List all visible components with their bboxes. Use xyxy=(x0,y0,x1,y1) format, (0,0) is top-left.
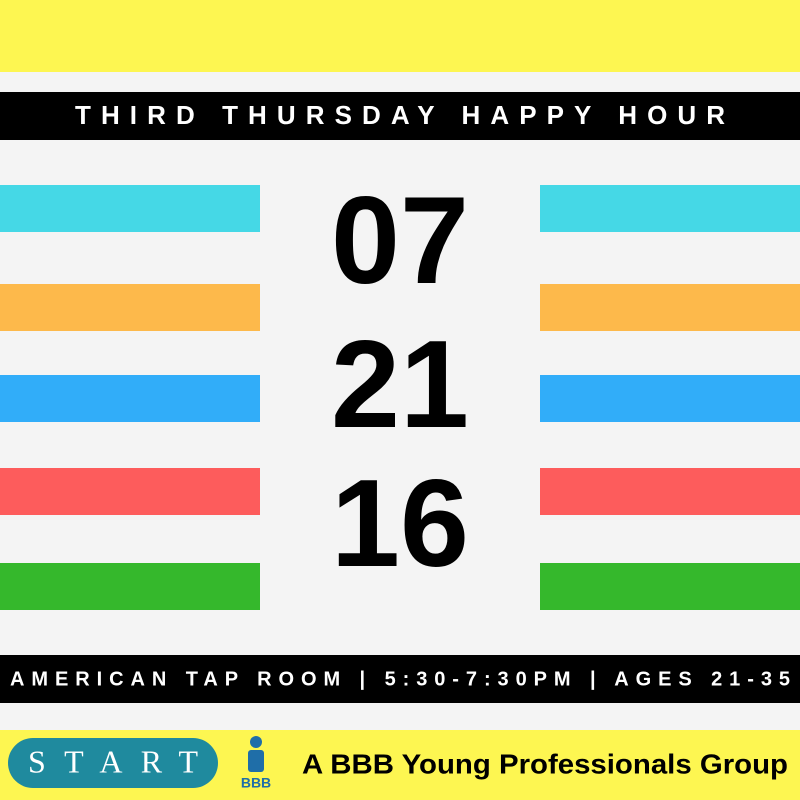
stripe xyxy=(540,185,800,232)
stripe xyxy=(0,185,260,232)
bbb-logo: BBB xyxy=(241,775,271,791)
stripe xyxy=(0,563,260,610)
details-band xyxy=(0,655,800,703)
stripe xyxy=(540,284,800,331)
stripes xyxy=(0,185,800,610)
bbb-torch-body xyxy=(248,750,264,772)
date-year: 16 xyxy=(331,455,469,593)
bbb-icon xyxy=(248,736,264,772)
stripe xyxy=(0,284,260,331)
date-month: 07 xyxy=(331,172,469,310)
stripe xyxy=(540,563,800,610)
title-band xyxy=(0,92,800,140)
stripe xyxy=(540,375,800,422)
tagline: A BBB Young Professionals Group xyxy=(302,748,788,779)
stripe xyxy=(0,468,260,515)
stripe xyxy=(0,375,260,422)
top-band xyxy=(0,0,800,72)
date-day: 21 xyxy=(331,316,469,454)
start-logo-bg xyxy=(8,738,218,788)
stripe xyxy=(540,468,800,515)
bbb-torch xyxy=(250,736,262,748)
